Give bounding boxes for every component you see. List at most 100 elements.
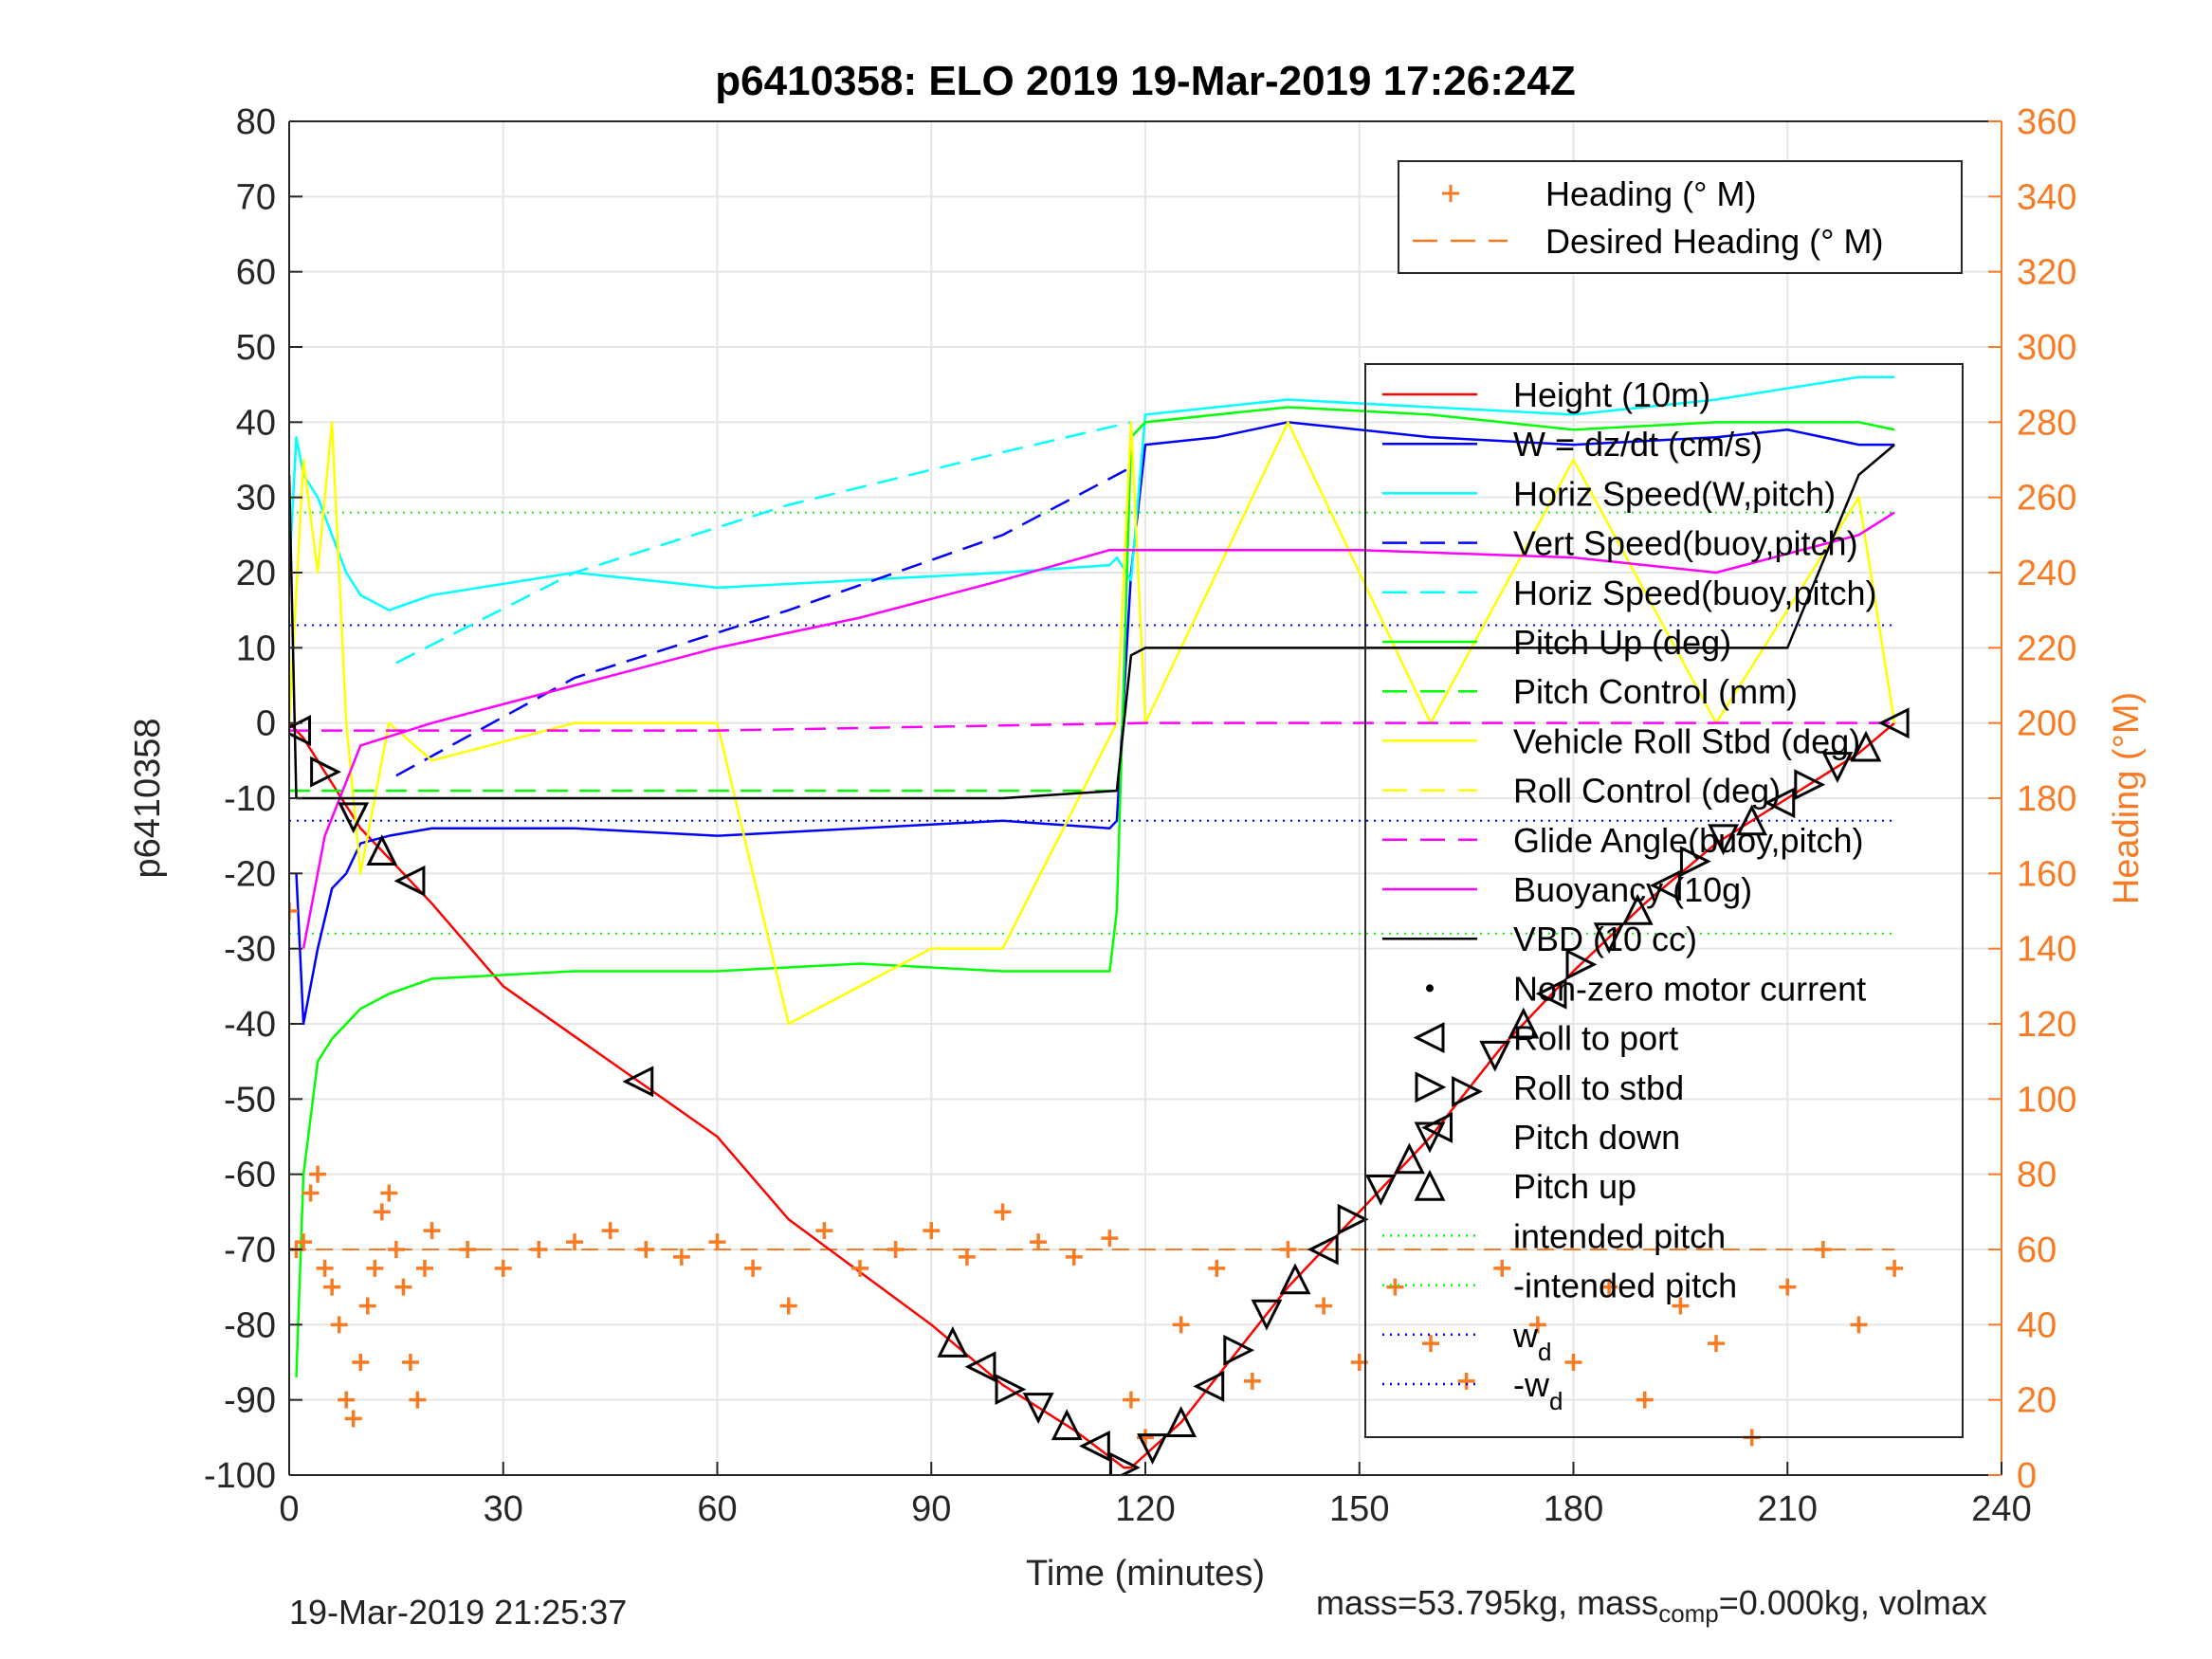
- legend-main-label: -intended pitch: [1513, 1267, 1737, 1305]
- legend-sample: [1413, 1022, 1445, 1054]
- y-tick-label: -80: [224, 1305, 276, 1345]
- heading-point: [394, 1278, 412, 1296]
- y-tick-label: 0: [256, 704, 276, 744]
- heading-point: [1279, 1241, 1297, 1258]
- event-marker: [1764, 787, 1796, 819]
- heading-point: [1315, 1297, 1333, 1315]
- heading-point: [1422, 1335, 1439, 1353]
- heading-point: [601, 1222, 619, 1240]
- heading-point: [1457, 1372, 1475, 1390]
- y-right-tick-label: 80: [2017, 1156, 2057, 1195]
- heading-point: [1814, 1241, 1832, 1258]
- heading-point: [1850, 1316, 1868, 1334]
- event-marker: [1621, 893, 1654, 925]
- x-tick-label: 240: [1971, 1489, 2031, 1529]
- y-right-tick-label: 0: [2017, 1456, 2037, 1496]
- legend-heading-box: [1398, 160, 1963, 274]
- heading-point: [1172, 1316, 1190, 1334]
- legend-main: Height (10m) W = dz/dt (cm/s) Horiz Speed(…: [1364, 363, 1964, 1438]
- event-marker: [964, 1351, 996, 1383]
- heading-point: [779, 1297, 797, 1315]
- heading-point: [415, 1259, 433, 1277]
- y-tick-label: -70: [224, 1231, 276, 1270]
- legend-main-label: Non-zero motor current: [1513, 969, 1866, 1008]
- event-marker: [1679, 846, 1711, 878]
- y-right-tick-label: 260: [2017, 479, 2076, 519]
- y-tick-label: -90: [224, 1381, 276, 1421]
- heading-point: [708, 1233, 726, 1251]
- event-marker: [622, 1066, 654, 1098]
- heading-point: [401, 1354, 419, 1371]
- heading-point: [958, 1248, 976, 1266]
- event-marker: [1137, 1433, 1168, 1466]
- heading-point: [358, 1297, 376, 1315]
- event-marker: [1022, 1393, 1054, 1424]
- heading-point: [887, 1241, 905, 1258]
- legend-sample: [1415, 1071, 1447, 1103]
- legend-main-label: Roll to stbd: [1513, 1068, 1684, 1107]
- y-tick-label: 70: [236, 177, 276, 217]
- legend-main-label-sub: d: [1538, 1338, 1551, 1366]
- legend-main-label: Height (10m): [1513, 375, 1710, 414]
- heading-point: [994, 1203, 1012, 1221]
- y-right-tick-label: 160: [2017, 854, 2076, 894]
- x-tick-label: 90: [911, 1489, 951, 1529]
- heading-point: [566, 1233, 583, 1251]
- heading-point: [637, 1241, 655, 1258]
- series-line: [289, 375, 1895, 611]
- y-tick-label: 60: [236, 253, 276, 293]
- heading-point: [1528, 1316, 1546, 1334]
- heading-point: [323, 1278, 341, 1296]
- y-tick-label: 50: [236, 328, 276, 368]
- heading-point: [1493, 1259, 1511, 1277]
- y-tick-label: 80: [236, 102, 276, 142]
- footer-mass: mass=53.795kg, masscomp=0.000kg, volmax: [1316, 1583, 1987, 1629]
- heading-point: [1672, 1297, 1690, 1315]
- series-line: [289, 421, 1896, 1026]
- heading-point: [373, 1203, 391, 1221]
- event-marker: [1593, 922, 1625, 955]
- x-tick-label: 30: [484, 1489, 523, 1529]
- y-tick-label: -50: [224, 1080, 276, 1120]
- heading-point: [923, 1222, 941, 1240]
- heading-point: [330, 1316, 348, 1334]
- legend-main-label: Vert Speed(buoy,pitch): [1513, 524, 1858, 563]
- heading-markers: [289, 902, 1904, 1447]
- event-marker: [1307, 1233, 1339, 1266]
- series-line: [295, 406, 1895, 1377]
- event-marker: [1364, 1175, 1397, 1206]
- legend-main-label: intended pitch: [1513, 1216, 1726, 1255]
- heading-point: [1564, 1354, 1582, 1371]
- y-tick-label: -30: [224, 930, 276, 970]
- heading-point: [409, 1391, 427, 1409]
- heading-point: [295, 1233, 313, 1251]
- heading-point: [1101, 1230, 1119, 1248]
- heading-point: [1600, 1278, 1618, 1296]
- event-marker: [1479, 1040, 1511, 1072]
- legend-main-label: Buoyancy (10g): [1513, 870, 1752, 909]
- series-line: [295, 421, 1895, 1026]
- event-marker: [1223, 1334, 1255, 1366]
- heading-point: [338, 1391, 356, 1409]
- event-marker: [1279, 1263, 1311, 1295]
- heading-point: [344, 1410, 362, 1428]
- y-tick-label: -40: [224, 1005, 276, 1045]
- y-right-tick-label: 220: [2017, 629, 2076, 668]
- y-tick-label: 20: [236, 554, 276, 593]
- event-marker: [1337, 1203, 1369, 1235]
- y-tick-label: -100: [204, 1456, 276, 1496]
- y-right-tick-label: 240: [2017, 554, 2076, 593]
- heading-point: [289, 902, 298, 920]
- y-right-tick-label: 360: [2017, 102, 2076, 142]
- event-marker: [1821, 752, 1854, 784]
- legend-main-label-sub: d: [1549, 1387, 1563, 1415]
- legend-main-label: Vehicle Roll Stbd (deg): [1513, 721, 1860, 760]
- y-tick-label: -60: [224, 1156, 276, 1195]
- legend-main-label: Horiz Speed(buoy,pitch): [1513, 574, 1877, 612]
- series-line: [289, 444, 1895, 800]
- legend-main-label: Pitch up: [1513, 1167, 1636, 1206]
- mass-sub: comp: [1658, 1599, 1719, 1629]
- heading-point: [1065, 1248, 1083, 1266]
- heading-point: [851, 1259, 868, 1277]
- heading-point: [744, 1259, 762, 1277]
